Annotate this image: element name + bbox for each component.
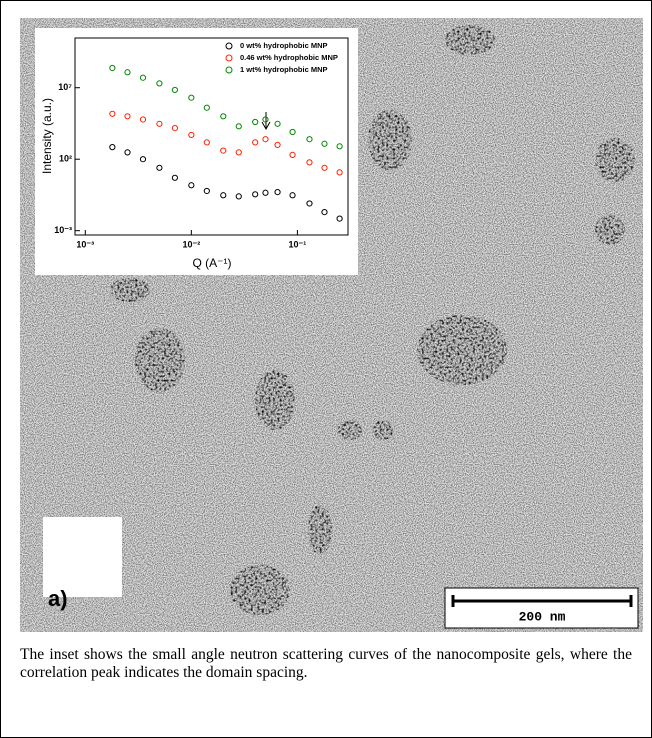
data-point [336, 143, 343, 150]
data-point [124, 69, 131, 76]
legend-label: 0.46 wt% hydrophobic MNP [240, 53, 338, 62]
data-point [109, 110, 116, 117]
data-point [321, 140, 328, 147]
data-point [252, 139, 259, 146]
legend-marker [225, 66, 233, 74]
y-axis-label: Intensity (a.u.) [40, 98, 54, 174]
data-point [203, 139, 210, 146]
data-point [156, 164, 163, 171]
data-point [139, 74, 147, 81]
data-point [235, 149, 242, 156]
data-point [203, 104, 210, 111]
data-point [321, 164, 328, 171]
data-point [274, 189, 281, 196]
data-point [235, 123, 242, 130]
data-point [289, 192, 296, 199]
data-point [203, 187, 210, 195]
data-point [252, 191, 259, 198]
data-point [156, 80, 163, 87]
y-tick-label: 10⁻³ [54, 225, 72, 235]
data-point [262, 136, 269, 143]
data-point [171, 174, 179, 181]
data-point [188, 131, 195, 139]
data-point [109, 144, 116, 151]
data-point [289, 128, 296, 136]
scale-bar-label: 200 nm [519, 609, 566, 624]
data-point [171, 86, 179, 94]
data-point [306, 159, 313, 166]
y-tick-label: 10² [59, 154, 72, 164]
data-point [274, 141, 281, 149]
figure: a) 200 nm Intensity (a.u.) Q (A⁻¹) 10⁻³ 1… [20, 18, 643, 632]
data-point [156, 120, 163, 127]
data-point [139, 156, 147, 163]
inset-chart: Intensity (a.u.) Q (A⁻¹) 10⁻³ 10⁻² 10⁻¹ 10⁻… [35, 28, 358, 275]
data-point [262, 189, 269, 196]
data-point [336, 169, 343, 176]
data-point [171, 124, 179, 132]
data-point [139, 116, 147, 123]
data-point [274, 120, 281, 127]
data-point [220, 113, 227, 120]
data-point [220, 192, 227, 199]
data-point [124, 149, 131, 156]
x-tick-label: 10⁻³ [76, 239, 94, 249]
data-point [220, 147, 227, 154]
data-point [289, 151, 296, 159]
x-axis-label: Q (A⁻¹) [193, 256, 232, 270]
x-tick-label: 10⁻¹ [289, 239, 307, 249]
data-point [252, 118, 259, 126]
data-point [262, 116, 269, 123]
data-point [109, 64, 116, 72]
panel-label: a) [48, 586, 68, 611]
data-point [321, 208, 328, 216]
caption: The inset shows the small angle neutron … [20, 646, 632, 681]
data-point [306, 200, 313, 207]
data-point [188, 94, 195, 101]
legend-marker [225, 42, 233, 50]
data-point [235, 193, 242, 200]
data-point [306, 136, 313, 143]
y-tick-label: 10⁷ [58, 82, 72, 92]
legend-label: 0 wt% hydrophobic MNP [240, 41, 328, 50]
data-point [188, 182, 195, 189]
data-point [336, 215, 343, 222]
legend-label: 1 wt% hydrophobic MNP [240, 65, 328, 74]
data-point [124, 113, 131, 120]
legend-marker [225, 54, 233, 62]
x-tick-label: 10⁻² [182, 239, 200, 249]
